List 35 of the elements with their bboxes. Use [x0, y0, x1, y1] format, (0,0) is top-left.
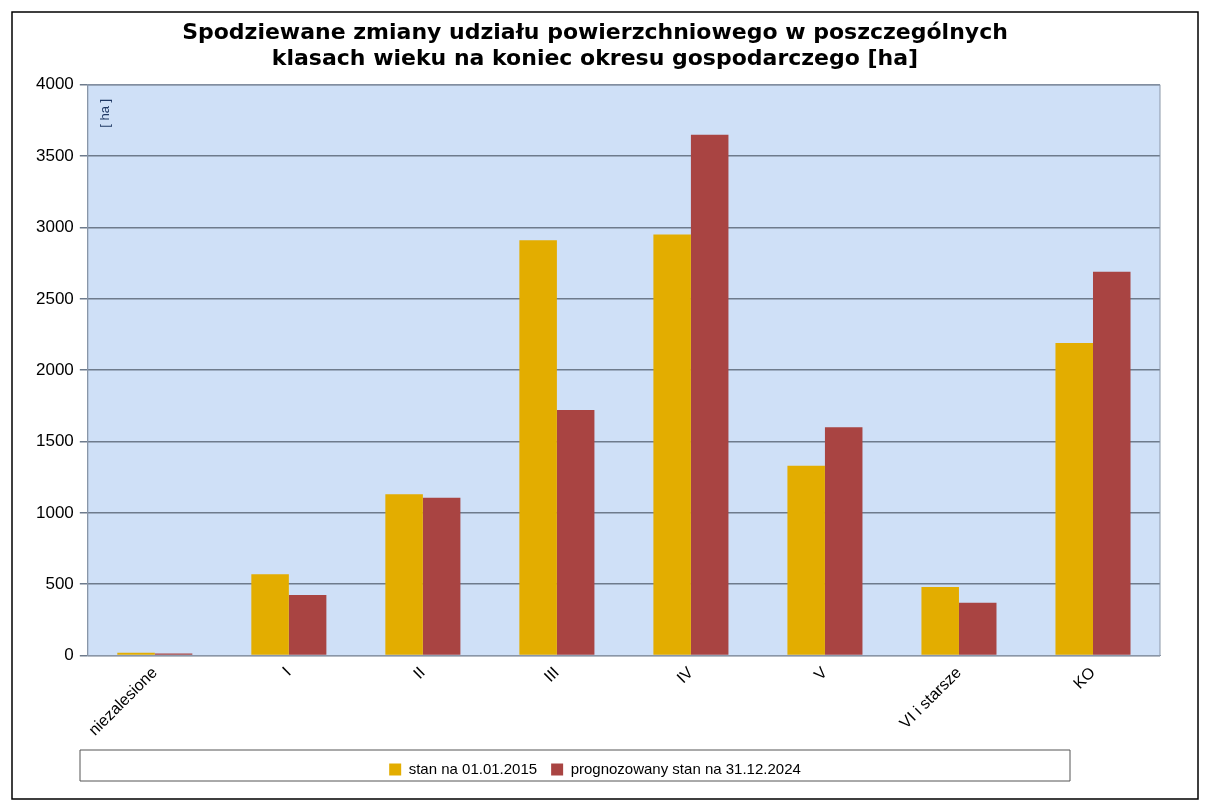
bar [1092, 271, 1131, 655]
bar [422, 497, 461, 655]
bar [519, 240, 557, 655]
bar [653, 234, 691, 655]
bar [288, 594, 327, 655]
x-tick-label: I [278, 663, 295, 679]
x-tick-label: KO [1069, 663, 1099, 692]
bar [958, 602, 997, 655]
y-tick-label: 0 [64, 645, 74, 665]
x-tick-label: V [810, 663, 831, 684]
bar [385, 494, 423, 655]
y-tick-label: 1500 [35, 431, 74, 451]
legend-label: prognozowany stan na 31.12.2024 [570, 759, 801, 777]
y-tick-label: 2500 [35, 288, 74, 308]
bar [690, 134, 729, 655]
bar [787, 465, 825, 655]
bar [556, 410, 595, 655]
x-tick-label: III [540, 663, 563, 685]
y-axis-title: [ ha ] [97, 98, 113, 128]
x-tick-label: II [409, 663, 429, 682]
bar [251, 574, 289, 655]
bar [117, 652, 155, 655]
y-tick-label: 500 [45, 573, 74, 593]
text: klasach wieku na koniec okresu gospodarczego [ha] [271, 45, 919, 71]
legend-label: stan na 01.01.2015 [408, 759, 538, 777]
bar [824, 427, 863, 655]
bar [921, 587, 959, 655]
y-tick-label: 3500 [35, 145, 74, 165]
y-tick-label: 2000 [35, 359, 74, 379]
x-tick-label: IV [673, 663, 697, 687]
y-tick-label: 4000 [35, 74, 74, 94]
text: Spodziewane zmiany udziału powierzchniowego w poszczególnych [182, 18, 1008, 44]
bar [1055, 343, 1093, 655]
y-tick-label: 3000 [35, 217, 74, 237]
y-tick-label: 1000 [35, 502, 74, 522]
